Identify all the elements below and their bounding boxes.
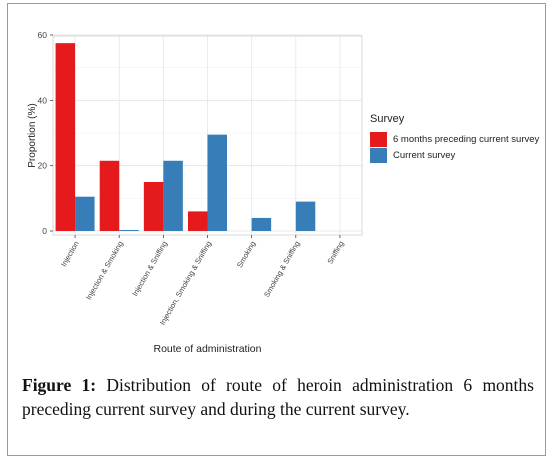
y-axis-label: Proportion (%) [27, 103, 38, 167]
bar [295, 201, 316, 231]
bar [251, 217, 272, 231]
bar [163, 160, 183, 231]
legend-item-current: Current survey [370, 147, 539, 163]
legend-title: Survey [370, 113, 405, 125]
legend: Survey 6 months preceding current survey… [370, 113, 539, 163]
y-tick-label: 0 [42, 226, 47, 236]
y-tick-label: 40 [38, 95, 48, 105]
legend-swatch-blue [370, 147, 387, 163]
legend-label: 6 months preceding current survey [393, 133, 540, 145]
x-tick-label: Smoking & Sniffing [262, 240, 301, 299]
figure-caption: Figure 1: Distribution of route of heroi… [22, 373, 534, 421]
x-tick-label: Injection & Sniffing [130, 240, 169, 298]
bar [99, 160, 120, 231]
x-tick-label: Injection & Smoking [84, 240, 125, 302]
x-tick-label: Injection, Smoking & Sniffing [158, 240, 213, 327]
caption-label: Figure 1: [22, 375, 97, 395]
bar [75, 196, 95, 231]
y-tick-label: 60 [38, 30, 48, 40]
bars [55, 43, 316, 231]
legend-item-preceding: 6 months preceding current survey [370, 131, 539, 147]
legend-swatch-red [370, 131, 387, 147]
x-axis-label: Route of administration [154, 343, 262, 355]
bar [188, 211, 208, 231]
legend-label: Current survey [393, 149, 456, 161]
x-tick-label: Smoking [235, 240, 257, 270]
bar [207, 134, 227, 231]
x-tick-label: Sniffing [325, 240, 345, 266]
caption-text: Distribution of route of heroin administ… [22, 375, 534, 419]
x-tick-label: Injection [59, 240, 81, 269]
y-axis-ticks: 0 20 40 60 [38, 30, 53, 236]
bar [143, 182, 164, 231]
x-axis-ticks: Injection Injection & Smoking Injection & … [59, 235, 346, 327]
bar [55, 43, 76, 231]
y-tick-label: 20 [38, 161, 48, 171]
bar [119, 230, 139, 231]
